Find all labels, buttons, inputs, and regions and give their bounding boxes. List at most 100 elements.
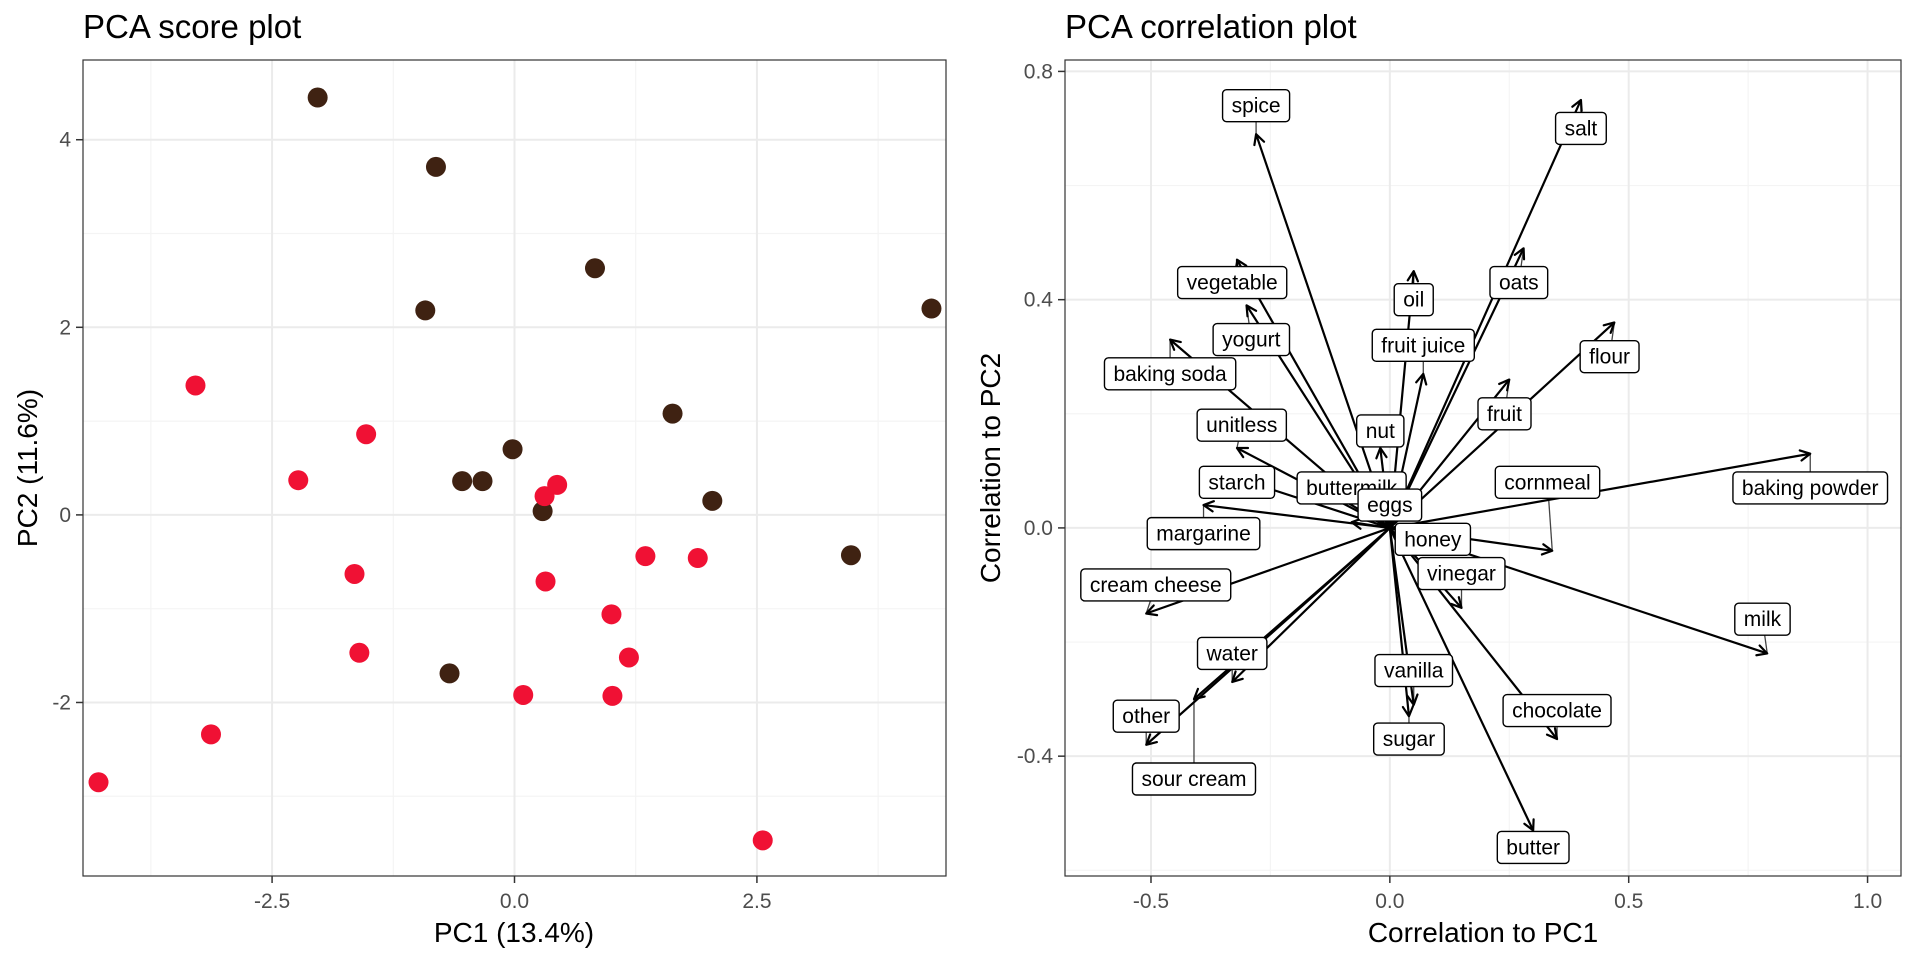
arrow-head [1145,733,1158,746]
vector-label-text: water [1206,642,1258,665]
vector-label-text: fruit [1487,403,1522,426]
score-point [532,501,553,522]
vector-label-text: milk [1744,608,1782,631]
y-tick-label: -0.4 [1017,745,1054,768]
correlation-plot-panel: PCA correlation plot spice salt vegetable o… [975,8,1902,948]
score-point [200,724,221,745]
score-point [472,471,493,492]
vector-label-text: oats [1499,272,1539,295]
arrow-head [1202,500,1215,513]
y-tick-label: 2 [59,316,71,339]
score-point [502,439,523,460]
score-point [288,470,309,491]
score-point [584,258,605,279]
vector-label-text: eggs [1367,494,1413,517]
y-tick-label: 0.8 [1024,60,1053,83]
score-point [921,298,942,319]
vector-label: other [1112,699,1180,733]
vector-label: sour cream [1131,762,1257,796]
x-tick-label: -0.5 [1133,890,1169,913]
score-plot-title: PCA score plot [83,8,301,45]
vector-label-box [1372,722,1445,756]
vector-label-box [1146,516,1261,551]
vector-label-box [1131,762,1257,796]
vector-label: margarine [1146,516,1261,551]
arrow-head [1498,378,1511,392]
score-point [307,87,328,108]
vector-label-box [1357,488,1423,522]
vector-label-text: butter [1506,836,1560,859]
y-tick-label: -2 [52,691,71,714]
vector-label-text: cream cheese [1090,574,1222,597]
arrow-head [1755,644,1769,657]
vector-label-box [1198,465,1276,499]
vector-label-text: unitless [1206,414,1277,437]
vector-label: fruit juice [1371,328,1476,363]
vector-label: cream cheese [1080,568,1232,602]
score-point [702,490,723,511]
arrow-head [1798,449,1812,462]
vector-label-box [1477,397,1532,431]
vector-label-box [1554,111,1607,146]
x-tick-label: 0.0 [1375,890,1404,913]
score-plot-axes: -2.5 0.0 2.5 -2 0 2 4 [52,129,771,913]
vector-label-box [1212,322,1291,357]
score-plot-panel: PCA score plot -2.5 0.0 2.5 -2 0 2 4 PC1 (13.4… [12,8,947,948]
arrow-head [1415,372,1428,386]
score-point [356,424,377,445]
score-point [840,545,861,566]
vector-label-box [1371,328,1476,363]
score-point [185,375,206,396]
arrow-head [1523,818,1535,832]
x-tick-label: 0.0 [500,890,529,913]
arrow-head [1513,247,1526,261]
vector-label-box [1394,522,1472,557]
vector-label-box [1221,88,1291,123]
vector-label-box [1417,556,1506,591]
vector-label-text: vinegar [1427,563,1496,586]
correlation-plot-grid [1065,60,1901,876]
vector-label-box [1734,602,1791,636]
x-tick-label: 0.5 [1614,890,1643,913]
arrow-head [1192,687,1206,701]
vector-label: oats [1489,265,1549,300]
loading-arrow [1203,503,1390,530]
arrow-head [1406,693,1419,706]
score-point [425,156,446,177]
vector-label: oil [1393,282,1434,317]
vector-label-text: baking powder [1742,477,1879,500]
loading-arrow [1255,133,1391,529]
vector-label-box [1489,265,1549,300]
vector-label-box [1496,830,1570,865]
vector-label-text: nut [1366,420,1395,443]
vector-label-box [1494,465,1601,499]
vector-label: baking powder [1732,471,1889,505]
correlation-plot-x-axis-title: Correlation to PC1 [1368,917,1598,948]
y-tick-label: 0.0 [1024,517,1053,540]
arrow-head [1545,727,1559,741]
vector-label-box [1080,568,1232,602]
vector-label: fruit [1477,397,1532,431]
vector-label-text: salt [1565,117,1598,140]
correlation-plot-y-axis-title: Correlation to PC2 [975,353,1006,583]
vector-label-text: sour cream [1141,768,1246,791]
score-point [687,548,708,569]
vector-label: milk [1734,602,1791,636]
vector-label-text: honey [1404,528,1462,551]
arrow-head [1145,604,1159,617]
score-plot-points [88,87,942,851]
vector-label-text: chocolate [1512,700,1602,723]
correlation-plot-vectors: spice salt vegetable oats oil yogurt fruit jui… [1080,88,1889,865]
vector-label: honey [1394,522,1472,557]
vector-label-text: flour [1589,346,1630,369]
vector-labels: spice salt vegetable oats oil yogurt fruit jui… [1080,88,1889,865]
score-point [439,663,460,684]
score-point [618,647,639,668]
y-tick-label: 0.4 [1024,289,1054,312]
vector-label: spice [1221,88,1291,123]
x-tick-label: 2.5 [742,890,771,913]
vector-label: eggs [1357,488,1423,522]
arrow-head [1401,704,1415,718]
vector-label: vegetable [1176,265,1288,300]
